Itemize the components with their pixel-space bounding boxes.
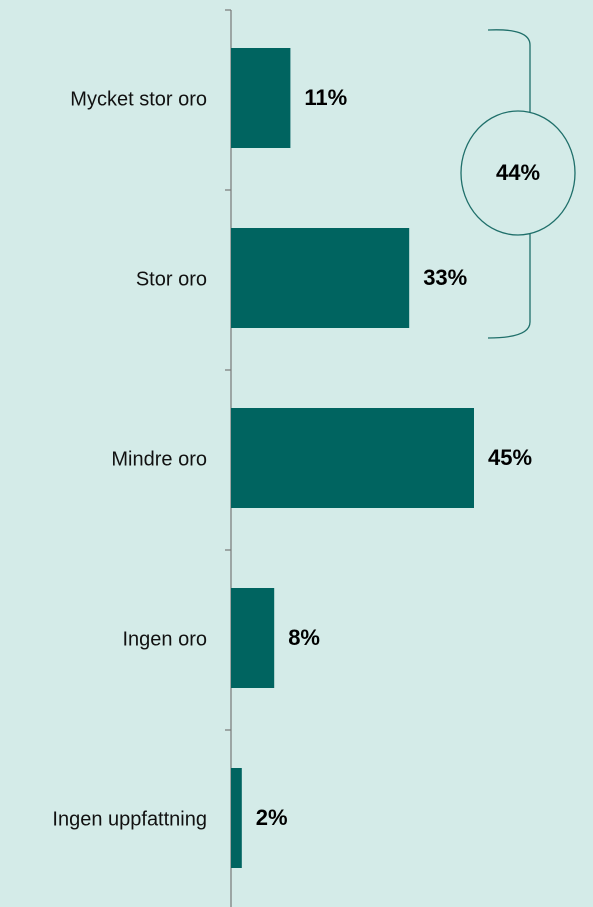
value-label: 2% [256,805,288,830]
category-label: Ingen oro [122,628,207,650]
annotation: 44% [496,160,540,185]
annotation-circle [460,110,576,236]
category-label: Mindre oro [111,448,207,470]
bar [231,228,410,328]
value-label: 33% [423,265,467,290]
bar [231,48,291,148]
category-label: Stor oro [136,268,207,290]
bar [231,768,242,868]
category-label: Mycket stor oro [70,88,207,110]
category-label: Ingen uppfattning [52,808,207,830]
value-label: 8% [288,625,320,650]
bar [231,408,474,508]
value-label: 11% [304,85,347,110]
value-label: 45% [488,445,532,470]
bar [231,588,275,688]
